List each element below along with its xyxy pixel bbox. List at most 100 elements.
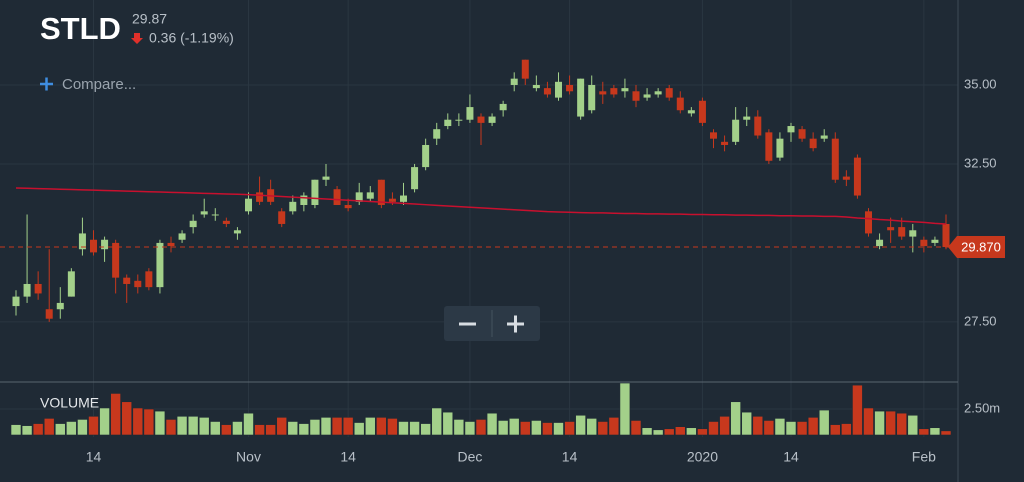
candle-body xyxy=(333,189,341,206)
volume-bar xyxy=(630,420,642,436)
volume-bar xyxy=(32,423,44,436)
volume-bar xyxy=(608,417,620,436)
volume-bar xyxy=(818,409,830,436)
candle-body xyxy=(101,239,109,250)
volume-bar xyxy=(697,428,708,436)
volume-bar xyxy=(209,421,221,436)
candle-body xyxy=(865,211,872,234)
volume-bar xyxy=(852,384,863,436)
volume-panel xyxy=(10,382,952,436)
volume-bar xyxy=(641,427,653,436)
volume-bar xyxy=(752,415,764,436)
volume-bar xyxy=(885,410,896,436)
candle-body xyxy=(422,144,430,168)
volume-bar xyxy=(763,420,775,436)
candle-body xyxy=(555,81,562,98)
candle-body xyxy=(931,239,939,243)
volume-bar xyxy=(796,421,808,436)
volume-bar xyxy=(929,427,941,436)
volume-bar xyxy=(254,424,265,436)
volume-bar xyxy=(10,424,22,436)
candle-body xyxy=(654,91,662,95)
candle-body xyxy=(687,110,695,114)
candle-body xyxy=(12,296,20,307)
volume-bar xyxy=(342,417,354,436)
candle-body xyxy=(400,195,407,202)
candle-body xyxy=(433,129,441,139)
candle-body xyxy=(90,239,97,253)
candle-body xyxy=(566,84,574,92)
volume-bar xyxy=(497,420,509,436)
compare-button[interactable]: Compare... xyxy=(40,76,136,93)
last-price-label: 29.870 xyxy=(961,239,1001,254)
candle-body xyxy=(411,167,419,190)
candle-body xyxy=(34,283,42,294)
volume-bar xyxy=(287,421,299,436)
volume-bar xyxy=(221,424,232,436)
volume-bar xyxy=(132,407,144,436)
volume-bar xyxy=(807,417,819,436)
symbol: STLD xyxy=(40,11,121,46)
candle-body xyxy=(831,138,839,180)
volume-bar xyxy=(176,415,188,436)
candle-body xyxy=(67,271,75,297)
volume-bar xyxy=(464,421,476,436)
candle-body xyxy=(355,192,363,202)
candle-body xyxy=(887,227,895,231)
volume-bar xyxy=(519,421,531,436)
volume-bar xyxy=(453,419,465,436)
x-tick-label: Nov xyxy=(236,449,261,465)
candle-body xyxy=(632,91,640,101)
volume-bar xyxy=(741,411,753,436)
volume-bar xyxy=(309,419,321,436)
candle-body xyxy=(322,176,330,180)
volume-bar xyxy=(874,410,885,436)
candle-body xyxy=(344,205,352,209)
volume-bar xyxy=(265,424,276,436)
candle-body xyxy=(532,84,540,89)
candle-body xyxy=(920,239,928,247)
x-tick-label: 14 xyxy=(783,449,799,465)
volume-bar xyxy=(785,421,797,436)
volume-bar xyxy=(564,421,575,436)
y-tick-label: 27.50 xyxy=(964,313,997,328)
zoom-controls xyxy=(444,306,540,341)
candle-body xyxy=(222,220,230,224)
candle-body xyxy=(499,103,507,111)
last-price-tag xyxy=(948,236,1005,259)
volume-bar xyxy=(774,418,786,436)
volume-bar xyxy=(198,417,210,436)
volume-bar xyxy=(475,419,487,436)
candle-body xyxy=(599,91,607,95)
volume-bar xyxy=(143,408,155,436)
volume-bar xyxy=(663,428,675,436)
zoom-in[interactable] xyxy=(507,315,524,333)
x-tick-label: 14 xyxy=(340,449,356,465)
overlay xyxy=(0,187,1005,259)
candle-body xyxy=(178,233,186,240)
price: 29.87 xyxy=(132,11,167,27)
candle-body xyxy=(300,195,308,206)
candle-body xyxy=(167,242,175,247)
candle-body xyxy=(366,192,374,199)
volume-bar xyxy=(841,423,852,436)
x-tick-label: 2020 xyxy=(687,449,718,465)
candle-body xyxy=(123,277,131,284)
volume-bar xyxy=(896,412,908,436)
volume-bar xyxy=(442,411,454,436)
candle-body xyxy=(610,88,618,95)
compare-label[interactable]: Compare... xyxy=(62,76,136,93)
candle-body xyxy=(256,192,264,202)
candle-body xyxy=(510,78,518,85)
volume-bar xyxy=(686,427,697,436)
volume-bar xyxy=(674,426,686,436)
candle-body xyxy=(112,242,120,278)
volume-bar xyxy=(165,419,177,436)
candle-body xyxy=(156,242,164,288)
candle-body xyxy=(676,97,684,111)
volume-bar xyxy=(154,410,166,436)
candle-body xyxy=(145,271,153,288)
volume-bar xyxy=(730,401,741,436)
volume-bar xyxy=(43,418,55,436)
